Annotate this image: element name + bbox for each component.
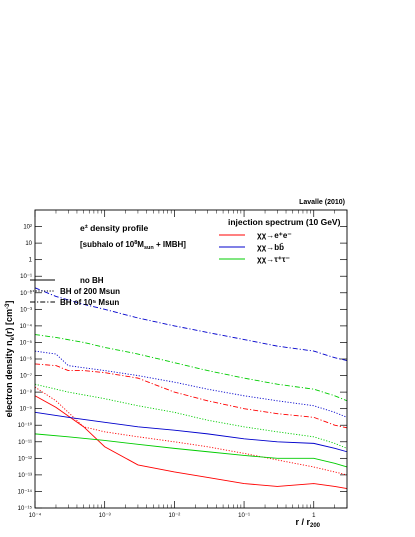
series-line-bb-none: [34, 411, 348, 453]
y-tick-label: 10⁻⁸: [20, 389, 33, 396]
y-tick-label: 10⁻⁶: [20, 356, 33, 363]
y-tick-label: 10⁻¹⁴: [18, 488, 33, 495]
y-tick-label: 10⁻¹²: [18, 456, 32, 462]
chart-subtitle: [subhalo of 108Msun + IMBH]: [80, 240, 186, 251]
legend-bh-label: BH of 200 Msun: [60, 287, 120, 296]
legend-spectrum-label: χχ→τ⁺τ⁻: [257, 255, 290, 264]
y-tick-label: 10: [25, 241, 32, 247]
series-line-tautau-200Msun: [34, 383, 348, 449]
legend-bh-label: BH of 10⁵ Msun: [60, 298, 119, 307]
plot-ticks: [34, 210, 348, 509]
y-tick-label: 1: [29, 258, 33, 264]
series-line-e+e--1e5Msun: [34, 363, 348, 429]
chart-title: e± density profile: [80, 223, 148, 233]
plot-series: [34, 287, 348, 489]
plot-frame: [34, 209, 348, 509]
y-tick-label: 10⁻⁴: [20, 323, 33, 330]
y-axis-label: electron density ne(r) [cm-3]: [4, 301, 16, 418]
legend-bh: no BH BH of 200 Msun BH of 10⁵ Msun: [30, 276, 120, 307]
y-tick-label: 10⁻¹⁰: [18, 422, 33, 429]
y-tick-label: 10⁻⁹: [20, 406, 33, 413]
series-line-bb-1e5Msun: [34, 287, 348, 362]
y-tick-label: 10⁻²: [20, 291, 32, 297]
x-tick-label: 1: [312, 513, 316, 519]
x-tick-label: 10⁻¹: [238, 513, 250, 519]
legend-spectrum: χχ→e⁺e⁻ χχ→bb̄ χχ→τ⁺τ⁻: [219, 231, 292, 264]
y-tick-label: 10⁻¹¹: [18, 440, 32, 446]
y-tick-label: 10⁻⁷: [20, 373, 32, 380]
legend-spectrum-label: χχ→bb̄: [257, 243, 284, 252]
x-tick-label: 10⁻³: [99, 513, 111, 519]
y-tick-label: 10⁻¹³: [18, 473, 32, 479]
tick-labels: 10⁻⁴ 10⁻³ 10⁻² 10⁻¹ 110²10110⁻¹10⁻²10⁻³10⁻⁴1…: [18, 225, 317, 519]
y-tick-label: 10²: [23, 225, 32, 231]
series-line-e+e--none: [34, 395, 348, 489]
x-tick-label: 10⁻²: [168, 513, 180, 519]
x-axis-label: r / r200: [295, 517, 320, 529]
series-line-bb-200Msun: [34, 350, 348, 418]
y-tick-label: 10⁻¹⁵: [18, 505, 33, 512]
y-tick-label: 10⁻¹: [20, 274, 32, 280]
x-tick-label: 10⁻⁴: [29, 512, 42, 519]
series-line-tautau-none: [34, 433, 348, 468]
corner-note: Lavalle (2010): [299, 199, 345, 206]
y-tick-label: 10⁻⁵: [20, 339, 33, 346]
legend-spectrum-label: χχ→e⁺e⁻: [257, 231, 292, 240]
series-line-tautau-1e5Msun: [34, 334, 348, 402]
legend-bh-label: no BH: [80, 276, 104, 285]
series-line-e+e--200Msun: [34, 386, 348, 476]
y-tick-label: 10⁻³: [20, 307, 32, 313]
legend-spectrum-title: injection spectrum (10 GeV): [228, 217, 341, 227]
